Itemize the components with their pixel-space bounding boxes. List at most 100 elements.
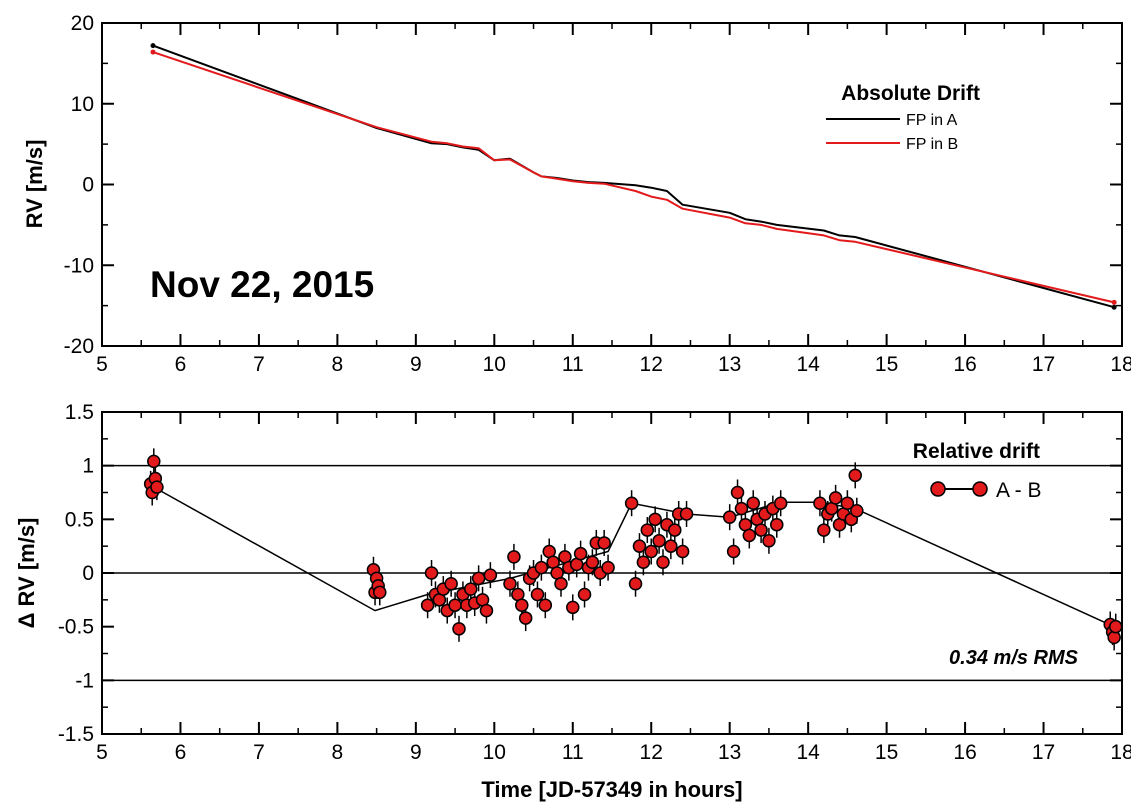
bottom-panel: 5 6 7 8 9 10 11 12 13 14 15 16 17 18 -1.5 -1 -0.5 0 0.5 1 1.… [14,401,1131,802]
data-point [664,539,678,553]
data-point [1108,619,1123,634]
data-point [483,568,498,582]
data-point [770,517,784,532]
data-point [507,550,521,564]
data-point [150,480,164,494]
data-point [518,611,533,625]
data-point [452,622,466,636]
data-point [679,507,694,521]
bottom-legend: A - B [930,479,1042,502]
data-point [420,598,435,612]
top-y-axis-title: RV [m/s] [22,140,47,229]
top-x-tick-label: 10 [483,353,506,376]
top-ticks: 5 6 7 8 9 10 11 12 13 14 15 16 17 18 -20 -10 0 10 20 [64,12,1131,376]
data-point [585,555,600,570]
top-y-tick-label: -10 [64,254,94,277]
data-point [628,576,643,591]
top-panel: 5 6 7 8 9 10 11 12 13 14 15 16 17 18 -20 -10 0 10 20 RV [m… [22,12,1131,376]
data-point [530,587,545,602]
top-x-tick-label: 18 [1110,353,1131,376]
top-y-tick-label: -20 [64,335,94,358]
data-point [644,544,658,559]
bottom-x-tick-label: 11 [562,741,584,764]
data-point [464,582,478,596]
bottom-x-tick-label: 12 [640,741,663,764]
data-point [675,544,690,559]
data-point [554,576,568,591]
bottom-legend-title: Relative drift [913,440,1040,463]
data-point [850,503,864,518]
top-x-tick-label: 11 [562,353,584,376]
data-point [597,536,611,550]
data-point [813,496,827,510]
data-point [762,534,776,548]
bottom-x-tick-label: 5 [96,741,108,764]
data-point [515,598,529,612]
legend-marker-a-b-left [930,481,946,497]
bottom-y-tick-label: -1.5 [58,723,94,746]
data-point [577,587,592,602]
top-y-tick-label: 0 [82,174,94,197]
top-x-tick-label: 13 [718,353,741,376]
data-point [471,571,486,586]
data-point [640,523,655,537]
data-point [538,598,553,612]
bottom-series [143,448,1123,651]
bottom-y-tick-label: -0.5 [58,616,94,639]
legend-label-fp-a: FP in A [906,112,958,129]
top-y-tick-label: 20 [71,12,94,35]
top-x-tick-label: 14 [796,353,820,376]
data-point [656,555,670,570]
series-endpoint-fp-in-a [1111,304,1117,310]
rms-annotation: 0.34 m/s RMS [949,647,1079,669]
data-point [648,512,662,527]
top-series [150,43,1117,310]
bottom-x-tick-label: 9 [410,741,422,764]
data-point [840,496,855,510]
top-x-tick-label: 6 [175,353,187,376]
bottom-y-tick-label: 0 [82,562,94,585]
data-point [726,544,741,559]
data-point [742,528,757,543]
data-point [652,534,666,548]
data-point [773,496,788,510]
data-point [668,523,682,537]
series-endpoint-fp-in-a [150,43,156,49]
date-annotation: Nov 22, 2015 [150,264,374,305]
top-x-tick-label: 16 [953,353,976,376]
data-point [601,560,615,575]
data-point [503,576,517,591]
top-y-tick-label: 10 [71,93,94,116]
data-point [632,539,647,553]
data-point [754,523,768,537]
series-line-fp-in-b [152,51,1115,304]
top-x-tick-label: 17 [1032,353,1055,376]
bottom-y-tick-label: -1 [75,669,94,692]
bottom-x-tick-label: 8 [332,741,344,764]
legend-marker-a-b-right [972,481,988,497]
data-point [828,491,843,505]
bottom-y-axis-title: Δ RV [m/s] [14,518,39,629]
bottom-x-tick-label: 18 [1110,741,1131,764]
legend-label-a-b: A - B [996,479,1042,502]
top-x-tick-label: 15 [875,353,898,376]
data-point [147,454,161,469]
data-point [448,598,462,612]
data-point [624,496,639,510]
bottom-x-tick-label: 15 [875,741,898,764]
data-point [746,496,760,510]
bottom-y-tick-label: 0.5 [65,508,94,531]
data-point [722,510,737,524]
data-point [566,600,580,615]
data-point [479,603,494,618]
data-point [573,546,588,561]
data-point [424,566,439,580]
top-x-tick-label: 7 [253,353,265,376]
bottom-x-tick-label: 13 [718,741,741,764]
top-x-tick-label: 9 [410,353,422,376]
bottom-x-tick-label: 14 [796,741,820,764]
bottom-x-tick-label: 16 [953,741,976,764]
bottom-x-tick-label: 7 [253,741,265,764]
bottom-y-tick-label: 1 [82,455,94,478]
